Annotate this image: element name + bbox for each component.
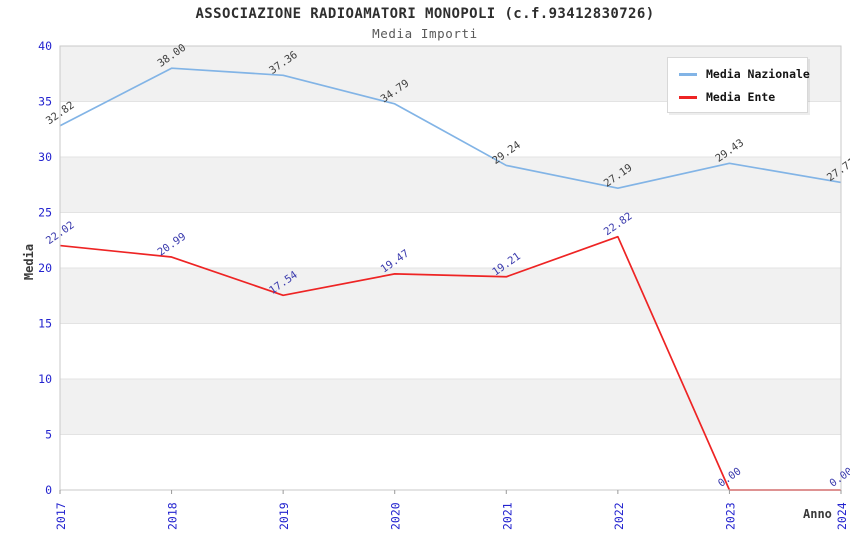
y-tick-label: 35 bbox=[38, 95, 52, 109]
plot-band bbox=[60, 434, 841, 490]
x-tick-label: 2022 bbox=[612, 502, 626, 530]
legend-label-media-ente: Media Ente bbox=[706, 90, 776, 104]
legend-item-media-nazionale: Media Nazionale bbox=[679, 67, 810, 81]
x-axis-title: Anno bbox=[803, 507, 832, 521]
y-axis-title: Media bbox=[22, 244, 36, 280]
y-tick-label: 15 bbox=[38, 317, 52, 331]
chart-subtitle: Media Importi bbox=[372, 26, 478, 41]
plot-band bbox=[60, 268, 841, 324]
x-tick-label: 2021 bbox=[500, 502, 514, 530]
legend-item-media-ente: Media Ente bbox=[679, 90, 796, 104]
legend-label-media-nazionale: Media Nazionale bbox=[706, 67, 810, 81]
y-tick-label: 10 bbox=[38, 372, 52, 386]
y-tick-label: 30 bbox=[38, 150, 52, 164]
chart-title: ASSOCIAZIONE RADIOAMATORI MONOPOLI (c.f.… bbox=[195, 6, 655, 22]
y-tick-label: 25 bbox=[38, 206, 52, 220]
line-media-ente bbox=[59, 235, 841, 491]
plot-band bbox=[60, 323, 841, 379]
x-tick-label: 2017 bbox=[54, 502, 68, 530]
y-tick-label: 20 bbox=[38, 261, 52, 275]
plot-band bbox=[60, 157, 841, 213]
y-tick-label: 5 bbox=[45, 428, 52, 442]
legend: Media Nazionale Media Ente bbox=[667, 57, 810, 113]
line-media-nazionale bbox=[59, 67, 842, 190]
plot-band bbox=[60, 212, 841, 268]
x-tick-label: 2020 bbox=[389, 502, 403, 530]
y-tick-label: 40 bbox=[38, 39, 52, 53]
media-nazionale-line-swatch bbox=[679, 72, 697, 76]
x-tick-label: 2024 bbox=[835, 502, 849, 530]
y-tick-label: 0 bbox=[45, 483, 52, 497]
media-ente-line-swatch bbox=[679, 95, 697, 99]
plot-border bbox=[59, 45, 842, 491]
x-tick-label: 2019 bbox=[277, 502, 291, 530]
x-tick-label: 2018 bbox=[166, 502, 180, 530]
plot-band bbox=[60, 379, 841, 435]
x-tick-label: 2023 bbox=[723, 502, 737, 530]
